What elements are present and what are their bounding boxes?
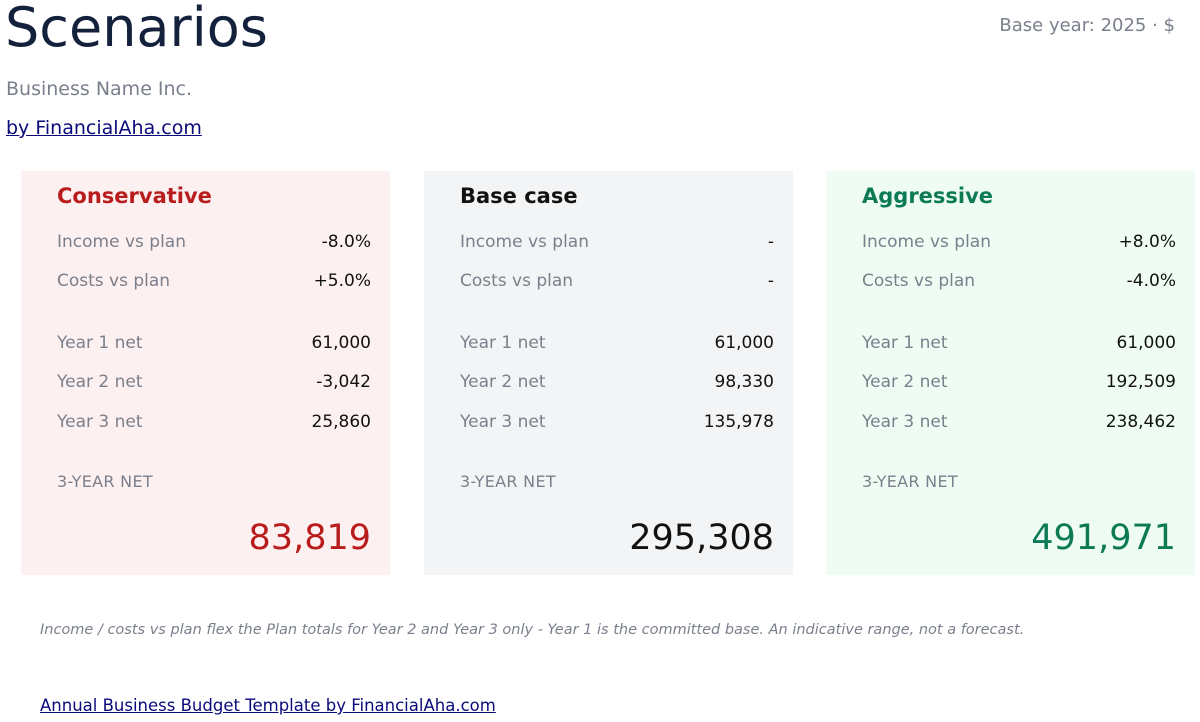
year-1-net-value: 61,000 xyxy=(1116,333,1176,353)
year-3-net-row: Year 3 net 25,860 xyxy=(57,410,371,434)
income-vs-plan-value: - xyxy=(767,232,774,252)
footnote: Income / costs vs plan flex the Plan tot… xyxy=(40,622,1025,638)
template-footer-link[interactable]: Annual Business Budget Template by Finan… xyxy=(40,696,496,715)
year-1-net-value: 61,000 xyxy=(311,333,371,353)
year-3-net-label: Year 3 net xyxy=(57,412,143,432)
scenario-title: Conservative xyxy=(57,184,212,208)
scenario-card-aggressive: Aggressive Income vs plan +8.0% Costs vs… xyxy=(826,171,1195,575)
three-year-net-value: 295,308 xyxy=(629,518,774,558)
income-vs-plan-row: Income vs plan -8.0% xyxy=(57,230,371,254)
costs-vs-plan-row: Costs vs plan +5.0% xyxy=(57,269,371,293)
costs-vs-plan-row: Costs vs plan -4.0% xyxy=(862,269,1176,293)
three-year-net-value: 491,971 xyxy=(1031,518,1176,558)
income-vs-plan-label: Income vs plan xyxy=(57,232,186,252)
financialaha-link[interactable]: by FinancialAha.com xyxy=(6,117,202,139)
costs-vs-plan-label: Costs vs plan xyxy=(862,271,976,291)
year-2-net-row: Year 2 net 98,330 xyxy=(460,370,774,394)
three-year-net-label: 3-YEAR NET xyxy=(57,472,153,491)
year-3-net-row: Year 3 net 238,462 xyxy=(862,410,1176,434)
base-year-label: Base year: 2025 · $ xyxy=(999,15,1175,36)
year-3-net-row: Year 3 net 135,978 xyxy=(460,410,774,434)
page-title: Scenarios xyxy=(5,0,268,59)
year-3-net-value: 135,978 xyxy=(703,412,774,432)
business-name: Business Name Inc. xyxy=(6,78,193,100)
scenario-cards: Conservative Income vs plan -8.0% Costs … xyxy=(21,171,1195,575)
year-2-net-label: Year 2 net xyxy=(460,372,546,392)
income-vs-plan-value: -8.0% xyxy=(321,232,371,252)
scenario-card-conservative: Conservative Income vs plan -8.0% Costs … xyxy=(21,171,390,575)
scenario-card-base-case: Base case Income vs plan - Costs vs plan… xyxy=(424,171,793,575)
year-2-net-label: Year 2 net xyxy=(57,372,143,392)
year-1-net-label: Year 1 net xyxy=(57,333,143,353)
year-3-net-value: 25,860 xyxy=(311,412,371,432)
year-1-net-row: Year 1 net 61,000 xyxy=(57,331,371,355)
income-vs-plan-row: Income vs plan - xyxy=(460,230,774,254)
costs-vs-plan-value: +5.0% xyxy=(313,271,371,291)
costs-vs-plan-value: -4.0% xyxy=(1126,271,1176,291)
costs-vs-plan-label: Costs vs plan xyxy=(57,271,171,291)
year-3-net-label: Year 3 net xyxy=(460,412,546,432)
year-2-net-value: 98,330 xyxy=(714,372,774,392)
year-1-net-row: Year 1 net 61,000 xyxy=(862,331,1176,355)
costs-vs-plan-row: Costs vs plan - xyxy=(460,269,774,293)
year-3-net-value: 238,462 xyxy=(1105,412,1176,432)
year-1-net-row: Year 1 net 61,000 xyxy=(460,331,774,355)
year-2-net-row: Year 2 net 192,509 xyxy=(862,370,1176,394)
income-vs-plan-label: Income vs plan xyxy=(862,232,991,252)
income-vs-plan-value: +8.0% xyxy=(1118,232,1176,252)
year-1-net-label: Year 1 net xyxy=(862,333,948,353)
costs-vs-plan-label: Costs vs plan xyxy=(460,271,574,291)
year-2-net-value: -3,042 xyxy=(316,372,371,392)
year-2-net-value: 192,509 xyxy=(1105,372,1176,392)
three-year-net-label: 3-YEAR NET xyxy=(460,472,556,491)
income-vs-plan-row: Income vs plan +8.0% xyxy=(862,230,1176,254)
year-1-net-value: 61,000 xyxy=(714,333,774,353)
year-3-net-label: Year 3 net xyxy=(862,412,948,432)
scenario-title: Base case xyxy=(460,184,578,208)
year-1-net-label: Year 1 net xyxy=(460,333,546,353)
three-year-net-value: 83,819 xyxy=(248,518,371,558)
costs-vs-plan-value: - xyxy=(767,271,774,291)
year-2-net-row: Year 2 net -3,042 xyxy=(57,370,371,394)
year-2-net-label: Year 2 net xyxy=(862,372,948,392)
three-year-net-label: 3-YEAR NET xyxy=(862,472,958,491)
scenario-title: Aggressive xyxy=(862,184,994,208)
income-vs-plan-label: Income vs plan xyxy=(460,232,589,252)
